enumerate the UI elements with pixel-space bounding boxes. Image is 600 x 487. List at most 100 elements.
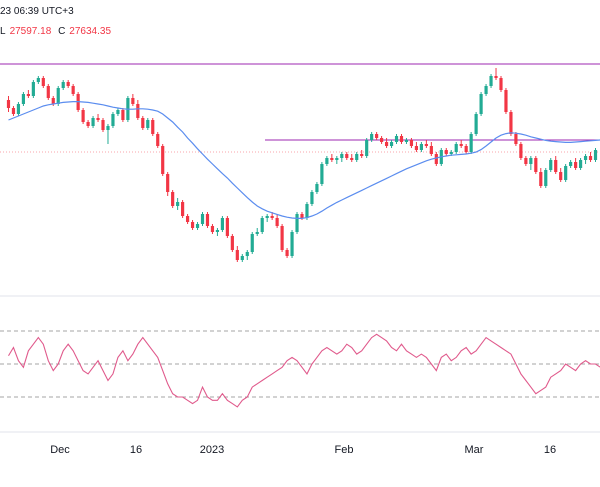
candle-body xyxy=(574,162,578,168)
candle-body xyxy=(235,250,239,260)
candle-body xyxy=(335,158,339,160)
rsi-line xyxy=(8,333,600,408)
close-value: 27634.35 xyxy=(69,26,112,37)
candle-body xyxy=(434,154,438,164)
candle-body xyxy=(315,184,319,192)
candle-body xyxy=(300,214,304,218)
candle-body xyxy=(295,214,299,232)
candle-body xyxy=(330,158,334,160)
x-tick-label: 2023 xyxy=(200,444,224,456)
candle-body xyxy=(230,236,234,250)
candle-body xyxy=(136,104,140,118)
candle-body xyxy=(340,154,344,158)
candle-body xyxy=(459,144,463,146)
time-header: 23 06:39 UTC+3 xyxy=(0,6,74,17)
candle-body xyxy=(494,76,498,78)
candle-body xyxy=(449,152,453,154)
candle-body xyxy=(305,204,309,218)
candle-body xyxy=(161,146,165,174)
candle-body xyxy=(355,154,359,160)
candle-body xyxy=(51,98,55,104)
candle-body xyxy=(205,214,210,226)
candle-body xyxy=(394,136,399,142)
candle-body xyxy=(181,202,185,216)
candle-body xyxy=(544,170,548,186)
candle-body xyxy=(11,108,16,114)
candle-body xyxy=(151,120,155,134)
candle-body xyxy=(156,134,160,146)
candle-body xyxy=(519,144,523,158)
candle-body xyxy=(71,86,75,94)
candle-body xyxy=(260,218,264,232)
candle-body xyxy=(389,142,394,146)
candle-body xyxy=(285,250,289,256)
candle-body xyxy=(469,134,473,152)
candle-body xyxy=(499,78,503,90)
candle-body xyxy=(41,78,45,86)
candle-body xyxy=(350,158,354,160)
candle-body xyxy=(101,120,105,130)
candle-body xyxy=(250,234,254,252)
moving-average-line xyxy=(8,100,600,219)
candle-body xyxy=(399,136,404,142)
candle-body xyxy=(210,226,215,232)
candle-body xyxy=(31,82,35,96)
candle-body xyxy=(593,150,598,160)
candle-body xyxy=(81,110,85,122)
candle-body xyxy=(504,90,508,112)
candle-body xyxy=(116,110,120,114)
low-value: 27597.18 xyxy=(9,26,52,37)
candle-body xyxy=(270,216,274,218)
candle-body xyxy=(16,104,21,114)
candle-body xyxy=(6,100,11,108)
candle-body xyxy=(185,216,190,222)
candle-body xyxy=(529,158,533,164)
candle-body xyxy=(384,142,389,146)
candle-body xyxy=(489,76,493,86)
candle-body xyxy=(21,94,26,104)
candle-body xyxy=(429,146,433,154)
candle-body xyxy=(215,230,220,232)
candle-body xyxy=(479,94,483,114)
candle-body xyxy=(539,172,543,186)
candle-body xyxy=(280,226,284,250)
candle-body xyxy=(96,118,100,120)
candle-body xyxy=(195,224,200,228)
x-tick-label: Dec xyxy=(50,444,70,456)
candle-body xyxy=(414,146,419,150)
candle-body xyxy=(524,158,528,164)
candle-body xyxy=(86,122,90,126)
candle-body xyxy=(404,140,409,142)
candle-body xyxy=(106,126,110,130)
candle-body xyxy=(325,158,329,164)
candle-body xyxy=(360,154,364,156)
candle-body xyxy=(409,140,414,146)
candle-body xyxy=(375,134,379,138)
candle-body xyxy=(569,162,573,166)
candle-body xyxy=(131,98,135,104)
candle-body xyxy=(534,158,538,172)
candle-body xyxy=(444,150,448,154)
candle-body xyxy=(111,114,115,126)
candle-body xyxy=(345,154,349,158)
candle-body xyxy=(56,88,60,104)
candle-body xyxy=(509,112,513,134)
x-tick-label: 16 xyxy=(130,444,142,456)
candle-body xyxy=(240,256,244,260)
candle-body xyxy=(146,120,150,128)
candle-body xyxy=(564,166,568,180)
x-tick-label: Feb xyxy=(335,444,354,456)
candle-body xyxy=(464,146,468,152)
candle-body xyxy=(220,218,224,230)
candle-body xyxy=(265,216,269,218)
candle-body xyxy=(588,156,593,160)
candle-body xyxy=(484,86,488,94)
candle-body xyxy=(166,174,170,192)
candle-body xyxy=(365,140,369,156)
candle-body xyxy=(320,164,324,184)
candle-body xyxy=(474,114,478,134)
candle-body xyxy=(454,144,458,152)
candle-body xyxy=(419,144,423,150)
